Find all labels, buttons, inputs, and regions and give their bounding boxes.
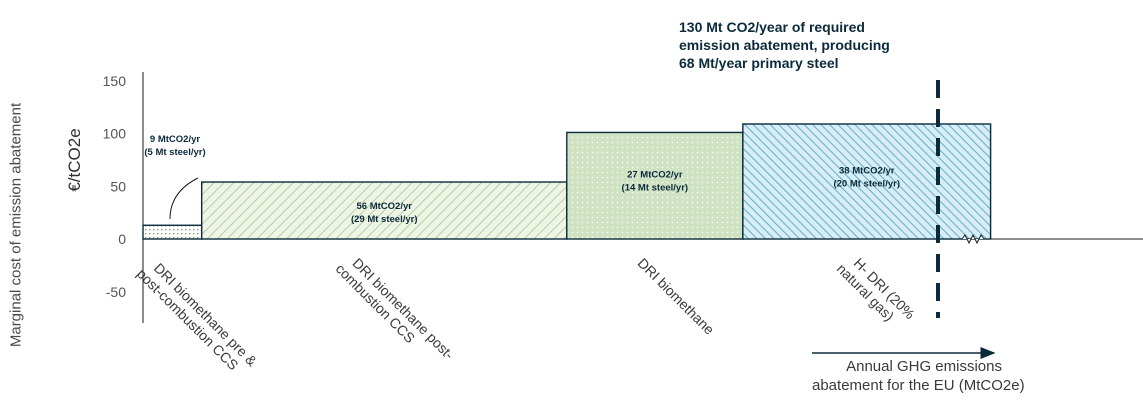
bar-label-steel: (29 Mt steel/yr)	[351, 214, 418, 225]
x-axis-title-line-1: Annual GHG emissions	[846, 358, 1002, 375]
bar-label-volume: 9 MtCO2/yr	[150, 134, 200, 145]
category-label-line: DRI biomethane	[635, 255, 718, 338]
bar-label-volume: 38 MtCO2/yr	[839, 166, 895, 177]
axis-break-icon	[961, 233, 985, 245]
category-label: DRI biomethane	[635, 255, 718, 338]
category-label-line: DRI biomethane pre &	[151, 260, 261, 370]
first-bar-leader-line	[169, 177, 199, 220]
bar-label-steel: (5 Mt steel/yr)	[144, 147, 205, 158]
y-tick-label: 0	[118, 231, 126, 247]
y-tick-label: 150	[103, 73, 127, 89]
category-label: DRI biomethane pre &post-combustion CCS	[134, 260, 261, 373]
y-axis-unit-label: €/tCO2e	[65, 128, 84, 192]
bar-label-steel: (14 Mt steel/yr)	[622, 183, 689, 194]
category-label-line: post-combustion CCS	[134, 265, 242, 373]
y-tick-label: 50	[110, 178, 126, 194]
y-tick-label: 100	[103, 126, 127, 142]
x-axis-title: Annual GHG emissions abatement for the E…	[812, 357, 1025, 395]
y-axis-title-outer: Marginal cost of emission abatement	[7, 102, 25, 348]
callout-line-3: 68 Mt/year primary steel	[679, 55, 839, 71]
callout-line-1: 130 Mt CO2/year of required	[679, 19, 865, 35]
category-label: DRI biomethane post-combustion CCS	[333, 255, 458, 363]
bar-label-volume: 56 MtCO2/yr	[357, 201, 413, 212]
category-label: H- DRI (20%natural gas)	[834, 255, 918, 324]
bar	[742, 123, 992, 240]
category-label-line: DRI biomethane post-	[350, 255, 458, 363]
bar-label-volume: 27 MtCO2/yr	[627, 170, 683, 181]
callout-line-2: emission abatement, producing	[679, 37, 890, 53]
bar	[200, 181, 568, 240]
y-tick-label: -50	[106, 284, 126, 300]
target-callout: 130 Mt CO2/year of required emission aba…	[679, 18, 979, 72]
bar-label-steel: (20 Mt steel/yr)	[833, 179, 900, 190]
bar	[566, 131, 744, 240]
bar	[142, 224, 203, 240]
x-axis-title-line-2: abatement for the EU (MtCO2e)	[812, 377, 1025, 394]
